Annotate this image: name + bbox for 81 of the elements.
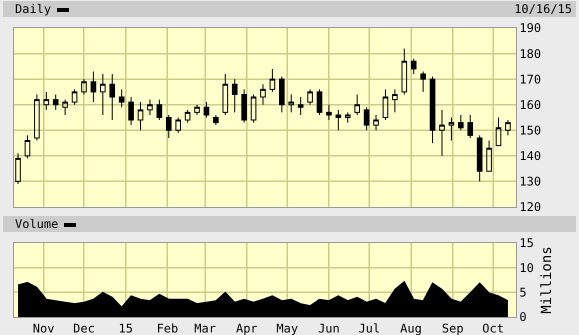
- y-tick-label: 170: [519, 72, 542, 86]
- candlestick: [222, 74, 228, 116]
- x-tick-label: Mar: [194, 321, 216, 335]
- y-tick-label: 10: [519, 260, 534, 275]
- x-tick-label: Apr: [236, 321, 258, 335]
- chart-title: Daily: [15, 1, 52, 17]
- y-tick-label: 5: [519, 286, 527, 300]
- candlestick: [392, 88, 398, 113]
- candlestick: [241, 88, 247, 124]
- candlestick: [213, 114, 219, 126]
- x-tick-label: Dec: [73, 321, 95, 335]
- candlestick: [364, 106, 370, 131]
- candlestick: [138, 102, 144, 131]
- y-tick-label: 120: [519, 200, 542, 214]
- y-tick-label: 160: [519, 98, 542, 112]
- candlestick: [34, 94, 40, 142]
- candlestick: [279, 76, 285, 113]
- candlestick: [15, 152, 21, 184]
- y-axis-title: Millions: [539, 246, 556, 314]
- candlestick: [467, 114, 474, 138]
- y-tick-label: 190: [519, 21, 542, 36]
- candlestick: [298, 96, 304, 116]
- candlestick: [147, 99, 153, 116]
- candlestick: [439, 109, 445, 156]
- candlestick: [401, 48, 408, 95]
- candlestick: [382, 88, 388, 121]
- candlestick: [118, 88, 124, 108]
- candlestick: [496, 117, 502, 146]
- x-tick-label: Aug: [400, 321, 422, 335]
- candlestick: [288, 94, 294, 113]
- candlestick: [260, 84, 266, 106]
- candlestick: [24, 134, 30, 159]
- candlestick: [232, 78, 238, 113]
- candlestick: [448, 117, 454, 142]
- x-tick-label: Feb: [156, 321, 178, 335]
- candlestick: [100, 74, 106, 116]
- candlestick: [184, 109, 190, 124]
- candlestick: [90, 70, 96, 103]
- candlestick: [156, 99, 162, 121]
- candlestick: [410, 58, 417, 75]
- x-tick-label: 15: [118, 321, 133, 335]
- y-tick-label: 150: [519, 123, 542, 138]
- x-tick-label: Sep: [442, 321, 464, 335]
- candlestick: [344, 112, 351, 124]
- candlestick: [52, 94, 59, 110]
- candlestick: [109, 74, 116, 121]
- candlestick: [307, 88, 313, 106]
- candlestick: [373, 114, 379, 131]
- y-tick-label: 130: [519, 174, 542, 189]
- candlestick: [420, 70, 426, 92]
- x-tick-label: Oct: [482, 321, 504, 335]
- candlestick: [204, 102, 210, 118]
- y-tick-label: 15: [519, 236, 534, 250]
- candlestick: [316, 88, 322, 116]
- candlestick: [81, 78, 87, 95]
- candlestick: [128, 96, 134, 126]
- y-tick-label: 0: [519, 310, 527, 324]
- candlestick: [430, 76, 436, 144]
- candlestick: [62, 99, 68, 116]
- candlestick: [458, 114, 464, 131]
- candlestick: [250, 94, 256, 124]
- candlestick: [43, 91, 50, 110]
- candlestick: [194, 104, 200, 116]
- y-tick-label: 140: [519, 149, 542, 164]
- x-tick-label: Jun: [318, 321, 340, 335]
- candlestick: [336, 109, 342, 131]
- candlestick: [166, 114, 172, 138]
- candlestick: [326, 104, 332, 121]
- candlestick: [270, 68, 276, 92]
- candlestick: [72, 88, 78, 106]
- candlestick: [354, 94, 360, 116]
- candlestick: [505, 120, 511, 136]
- text: 10/16/15: [514, 1, 572, 17]
- y-tick-label: 180: [519, 46, 542, 61]
- chart-title: Volume: [15, 216, 60, 232]
- x-tick-label: Nov: [32, 321, 54, 335]
- x-tick-label: Jul: [358, 321, 380, 335]
- candlestick: [486, 140, 492, 172]
- candlestick: [476, 134, 482, 182]
- candlestick: [175, 117, 181, 134]
- x-tick-label: May: [276, 321, 298, 335]
